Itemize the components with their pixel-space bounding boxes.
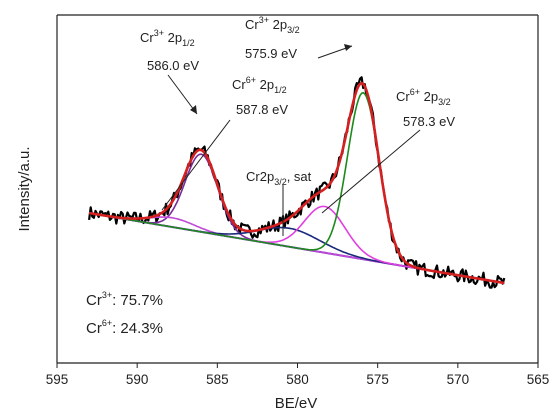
x-ticks: 595 590 585 580 575 570 565 (46, 363, 550, 387)
label-cr3-2p12: Cr3+ 2p1/2 (140, 28, 195, 48)
label-cr6-2p12: Cr6+ 2p1/2 (232, 75, 287, 95)
x-tick-label: 570 (447, 372, 470, 387)
x-tick-label: 595 (46, 372, 69, 387)
arrow-cr6-2p32 (321, 129, 421, 214)
energy-cr3-2p12: 586.0 eV (147, 58, 199, 73)
energy-cr3-2p32: 575.9 eV (245, 46, 297, 61)
label-sat: Cr2p3/2, sat (246, 169, 312, 187)
x-tick-label: 565 (527, 372, 550, 387)
composition-cr3: Cr3+: 75.7% (86, 290, 163, 309)
y-axis-label: Intensity/a.u. (16, 146, 33, 231)
energy-cr6-2p32: 578.3 eV (403, 114, 455, 129)
arrow-cr6-2p12 (161, 119, 231, 211)
x-tick-label: 590 (126, 372, 149, 387)
arrow-cr3-2p12 (167, 74, 198, 115)
fit-envelope-line (88, 81, 505, 285)
composition-cr6: Cr6+: 24.3% (86, 318, 163, 337)
plot-curves (88, 76, 506, 289)
label-cr6-2p32: Cr6+ 2p3/2 (396, 87, 451, 107)
annotation-arrows (161, 44, 421, 236)
x-tick-label: 585 (206, 372, 229, 387)
label-cr3-2p32: Cr3+ 2p3/2 (245, 15, 300, 35)
x-axis-label: BE/eV (275, 395, 318, 412)
arrowhead-cr3-2p12 (190, 105, 197, 114)
x-tick-label: 575 (366, 372, 389, 387)
x-tick-label: 580 (286, 372, 309, 387)
arrowhead-cr3-2p32 (344, 44, 352, 51)
energy-cr6-2p12: 587.8 eV (236, 102, 288, 117)
